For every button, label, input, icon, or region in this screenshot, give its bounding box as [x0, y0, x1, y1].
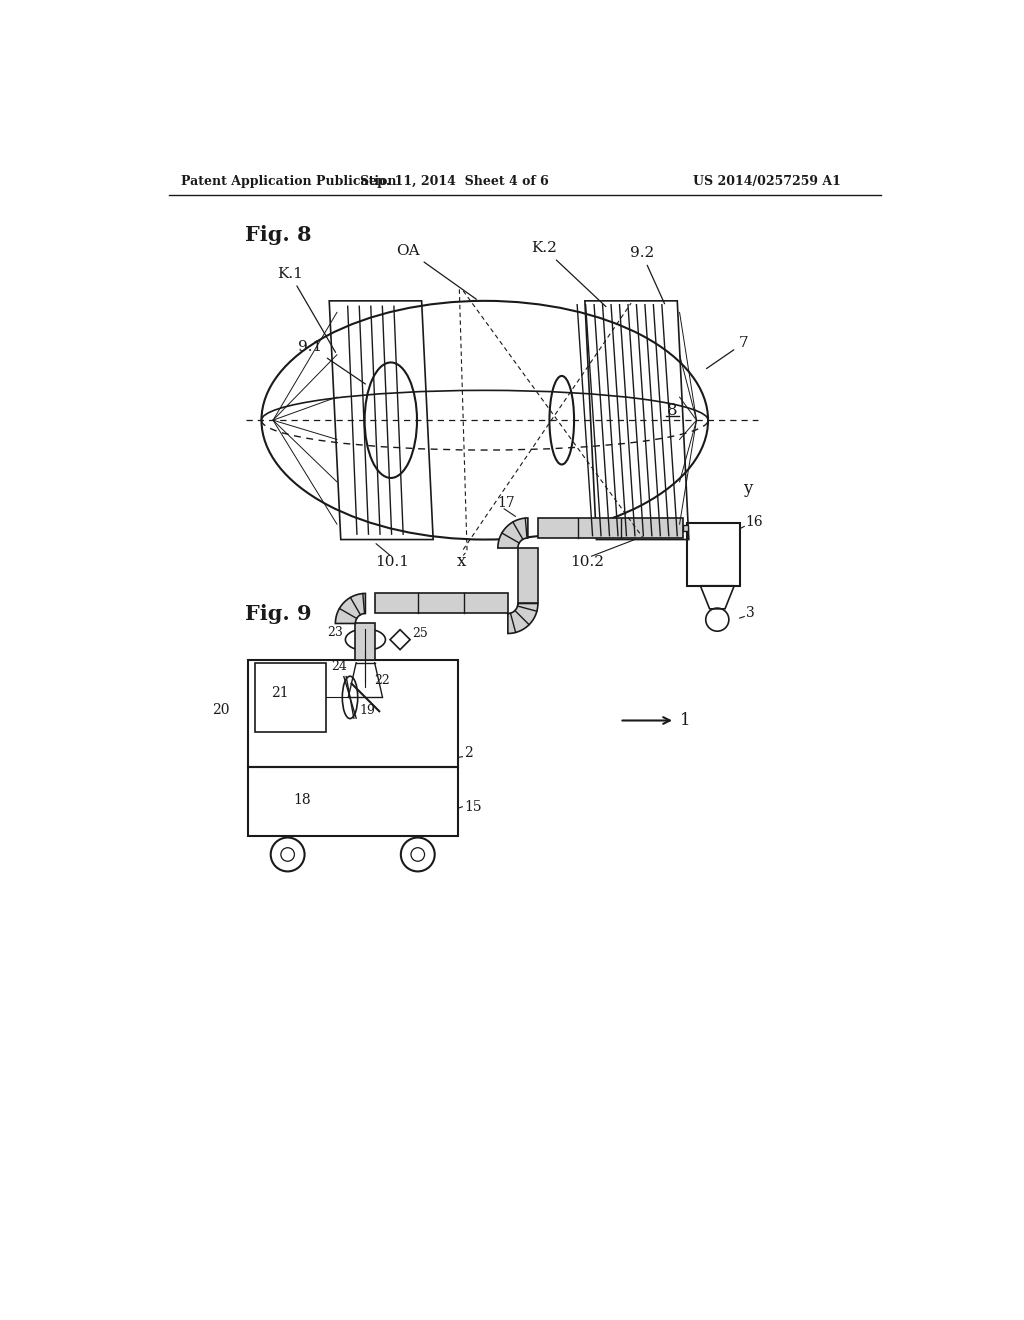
Bar — [255, 663, 326, 733]
Text: 24: 24 — [331, 660, 347, 673]
Text: K.1: K.1 — [276, 267, 336, 352]
Text: Fig. 9: Fig. 9 — [245, 605, 311, 624]
Text: y: y — [742, 480, 752, 498]
Bar — [376, 594, 508, 614]
Text: 1: 1 — [680, 711, 690, 729]
Text: 10.1: 10.1 — [376, 556, 410, 569]
Text: 10.2: 10.2 — [570, 556, 604, 569]
Bar — [248, 660, 458, 767]
Text: Fig. 8: Fig. 8 — [245, 226, 311, 246]
Text: OA: OA — [396, 244, 476, 300]
Text: 19: 19 — [359, 705, 375, 717]
Bar — [518, 548, 538, 603]
Text: 23: 23 — [327, 626, 343, 639]
Polygon shape — [390, 630, 410, 649]
Text: 7: 7 — [707, 337, 749, 368]
Bar — [355, 623, 376, 660]
Polygon shape — [336, 594, 366, 623]
Text: Patent Application Publication: Patent Application Publication — [180, 176, 396, 187]
Text: 9.1: 9.1 — [298, 341, 366, 384]
Polygon shape — [498, 517, 528, 548]
Bar — [538, 517, 683, 539]
Text: 15: 15 — [464, 800, 481, 814]
Text: 17: 17 — [497, 496, 515, 511]
Text: 18: 18 — [294, 792, 311, 807]
Text: Sep. 11, 2014  Sheet 4 of 6: Sep. 11, 2014 Sheet 4 of 6 — [359, 176, 548, 187]
Polygon shape — [508, 603, 538, 634]
Text: 20: 20 — [212, 702, 229, 717]
Text: 9.2: 9.2 — [630, 246, 665, 304]
Bar — [687, 523, 739, 586]
Text: 3: 3 — [745, 606, 755, 619]
Text: K.2: K.2 — [531, 242, 606, 306]
Text: 8: 8 — [668, 403, 678, 420]
Text: x: x — [457, 553, 466, 570]
Text: US 2014/0257259 A1: US 2014/0257259 A1 — [692, 176, 841, 187]
Text: 21: 21 — [270, 686, 289, 701]
Bar — [248, 767, 458, 836]
Text: 16: 16 — [745, 516, 764, 529]
Bar — [683, 525, 688, 531]
Text: 22: 22 — [375, 673, 390, 686]
Text: 25: 25 — [413, 627, 428, 640]
Text: 2: 2 — [464, 747, 473, 760]
